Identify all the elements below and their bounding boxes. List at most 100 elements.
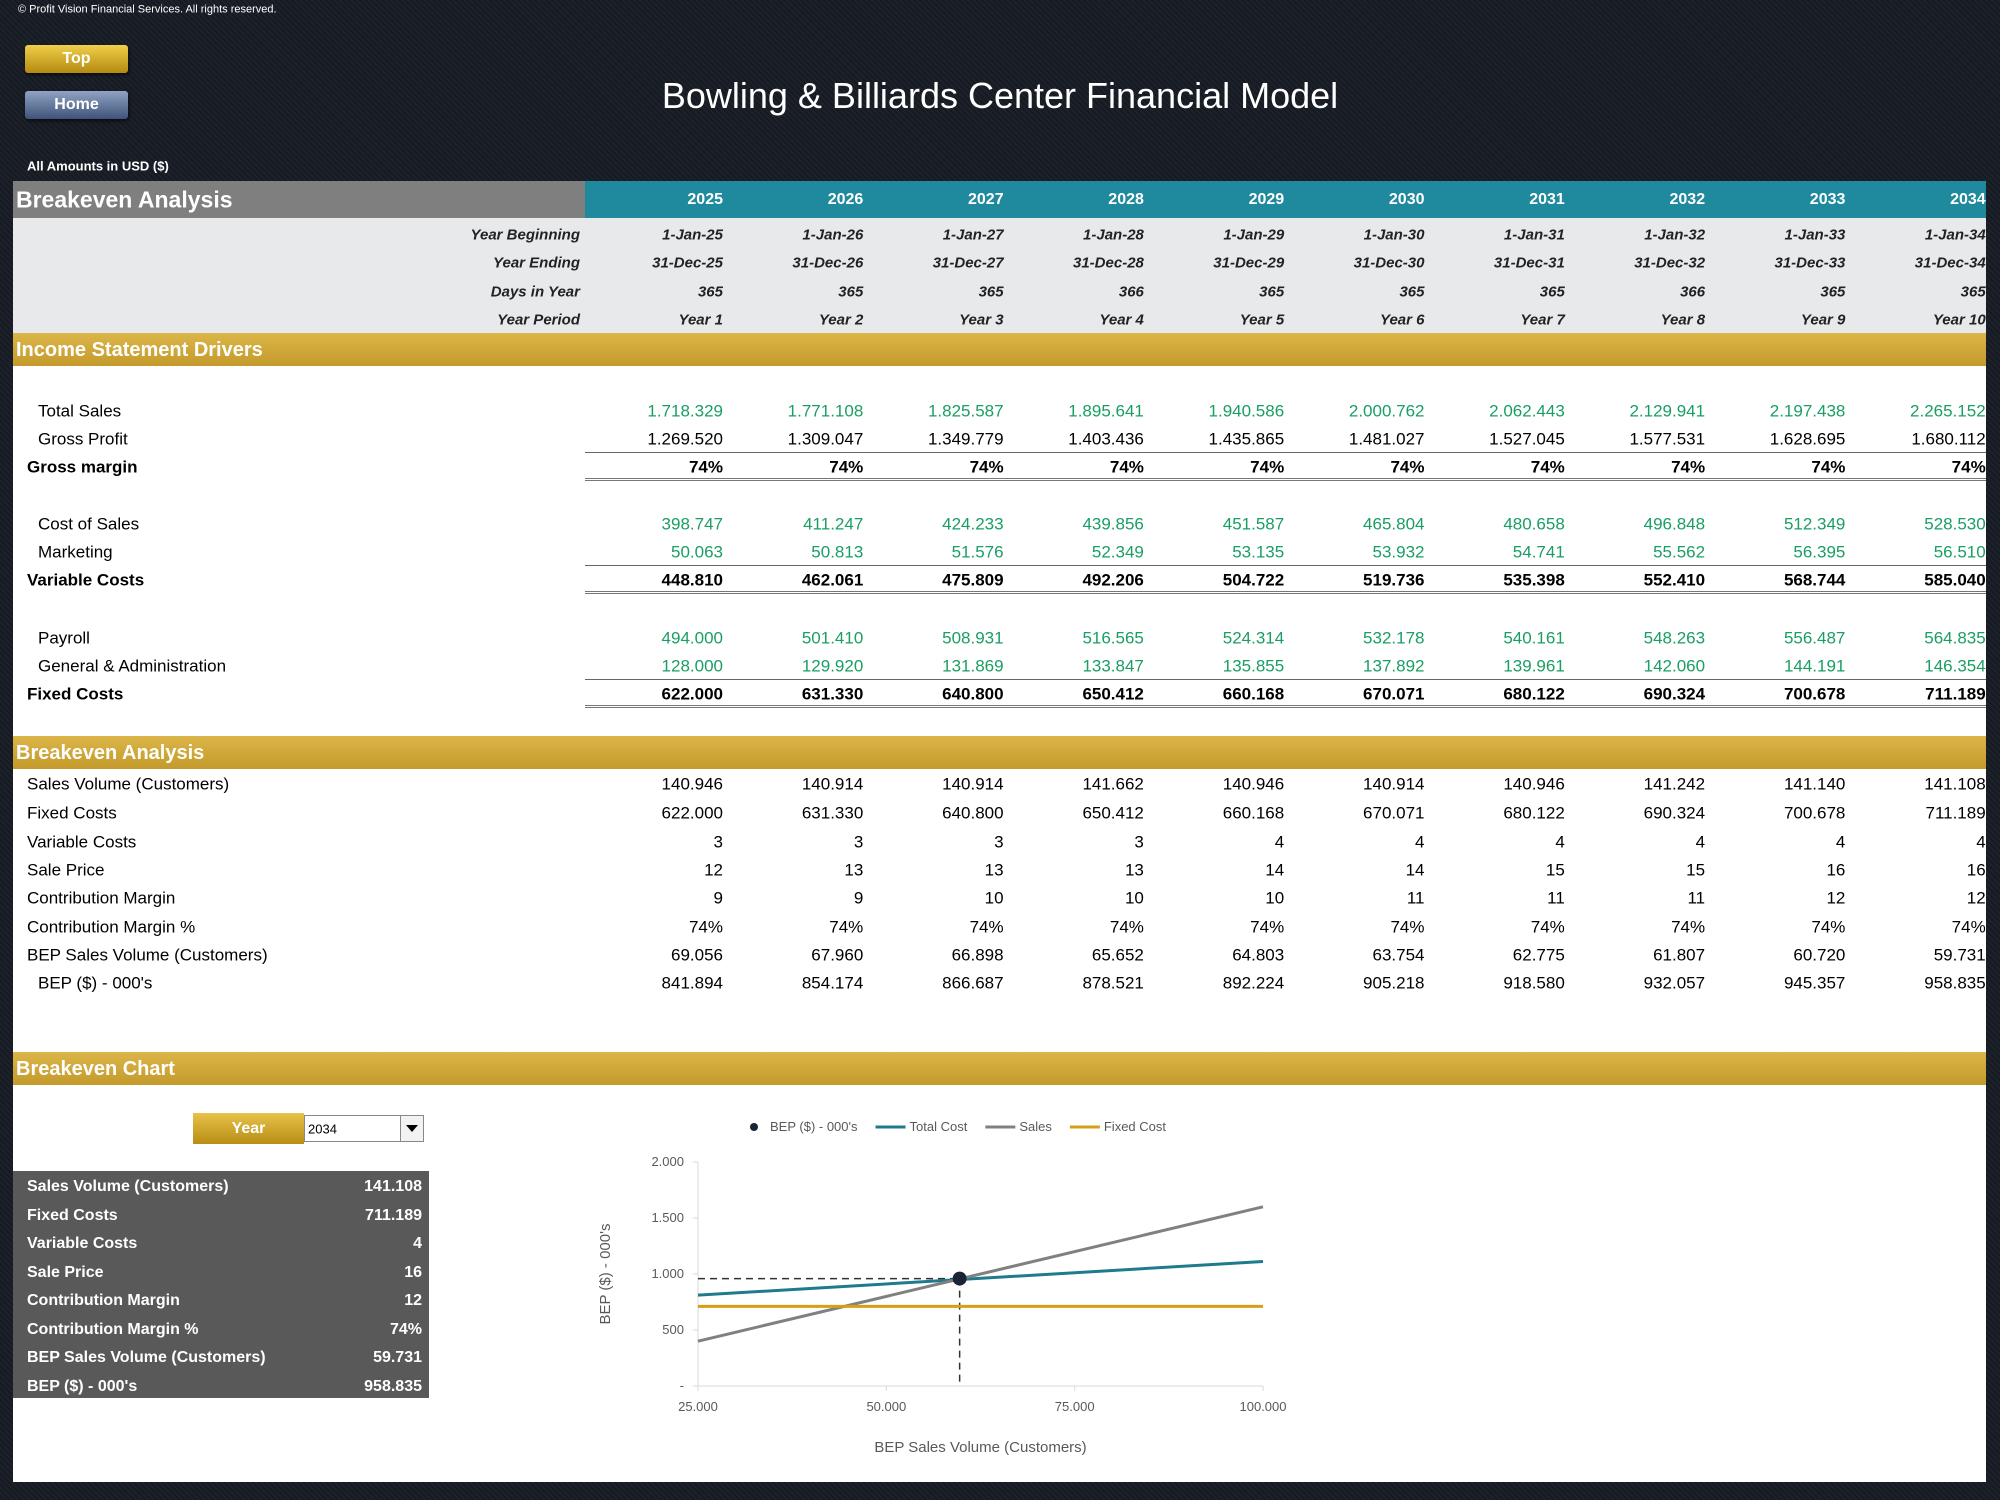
row-value: 622.000 [661, 684, 723, 704]
section-band-title: Breakeven Analysis [16, 742, 205, 764]
row-value: 13 [844, 860, 864, 880]
row-value: 63.754 [1372, 945, 1425, 965]
info-value: 31-Dec-30 [1353, 254, 1425, 272]
row-value: 51.576 [951, 542, 1004, 562]
row-value: 137.892 [1363, 656, 1425, 676]
info-label: Year Beginning [470, 226, 580, 244]
row-value: 74% [1811, 917, 1846, 937]
row-value: 700.678 [1783, 684, 1846, 704]
row-value: 131.869 [942, 656, 1004, 676]
summary-label: Sales Volume (Customers) [27, 1178, 229, 1195]
row-label: Contribution Margin [27, 888, 176, 908]
row-value: 74% [829, 457, 864, 477]
info-value: 1-Jan-26 [802, 226, 864, 244]
row-value: 50.063 [671, 542, 723, 562]
row-value: 411.247 [803, 514, 864, 534]
summary-label: Sale Price [27, 1263, 104, 1281]
row-value: 1.269.520 [647, 429, 723, 449]
row-value: 878.521 [1082, 973, 1144, 993]
row-value: 129.920 [801, 656, 864, 676]
row-label: Variable Costs [27, 832, 137, 852]
row-value: 2.000.762 [1348, 401, 1425, 421]
row-label: Contribution Margin % [27, 917, 196, 937]
row-value: 50.813 [811, 542, 864, 562]
row-value: 140.914 [801, 774, 864, 794]
row-value: 74% [1250, 917, 1285, 937]
dropdown-arrow[interactable] [400, 1116, 423, 1141]
year-header: 2033 [1809, 191, 1846, 208]
row-value: 10 [984, 888, 1004, 908]
row-value: 528.530 [1924, 514, 1986, 534]
row-value: 4 [1555, 832, 1565, 852]
row-value: 74% [1671, 917, 1706, 937]
summary-value: 141.108 [364, 1178, 422, 1195]
info-value: 365 [697, 283, 723, 301]
row-value: 4 [1274, 832, 1285, 852]
row-value: 1.527.045 [1489, 429, 1565, 449]
year-header: 2030 [1388, 191, 1425, 208]
nav-button[interactable]: Home [25, 91, 128, 119]
row-value: 54.741 [1512, 542, 1565, 562]
row-value: 13 [1124, 860, 1144, 880]
row-value: 1.895.641 [1068, 401, 1144, 421]
summary-value: 711.189 [365, 1206, 422, 1224]
row-value: 16 [1966, 860, 1986, 880]
row-value: 508.931 [942, 628, 1004, 648]
row-value: 55.562 [1653, 542, 1706, 562]
row-value: 3 [853, 832, 864, 852]
info-label: Year Ending [493, 254, 580, 272]
row-value: 74% [969, 917, 1004, 937]
row-value: 3 [1134, 832, 1144, 852]
row-value: 2.265.152 [1910, 401, 1986, 421]
row-label: Variable Costs [27, 570, 145, 590]
row-value: 1.825.587 [927, 401, 1004, 421]
nav-button[interactable]: Top [25, 45, 128, 73]
row-value: 892.224 [1222, 973, 1285, 993]
total-rule-top [585, 565, 1986, 566]
row-value: 15 [1686, 860, 1706, 880]
row-value: 10 [1265, 888, 1285, 908]
info-value: 1-Jan-27 [942, 226, 1004, 244]
row-value: 74% [1671, 457, 1706, 477]
arrow-icon [406, 1125, 418, 1132]
row-value: 690.324 [1643, 803, 1706, 823]
row-value: 918.580 [1503, 973, 1565, 993]
row-value: 140.946 [1503, 774, 1565, 794]
row-value: 144.191 [1783, 656, 1846, 676]
row-value: 141.140 [1783, 774, 1846, 794]
row-value: 622.000 [661, 803, 723, 823]
info-value: Year 9 [1800, 311, 1846, 329]
row-label: Fixed Costs [27, 803, 117, 823]
year-dropdown[interactable] [304, 1115, 424, 1142]
row-value: 1.940.586 [1208, 401, 1285, 421]
row-label: BEP Sales Volume (Customers) [27, 945, 268, 965]
row-label: Sales Volume (Customers) [27, 774, 230, 794]
info-value: Year 1 [678, 311, 723, 329]
info-value: Year 8 [1660, 311, 1706, 329]
section-band-title: Income Statement Drivers [16, 339, 263, 361]
row-value: 74% [1109, 457, 1144, 477]
year-header: 2027 [968, 191, 1004, 208]
row-value: 650.412 [1082, 803, 1144, 823]
row-value: 3 [713, 832, 723, 852]
row-value: 462.061 [801, 570, 864, 590]
row-value: 146.354 [1924, 656, 1986, 676]
header-band-years [585, 181, 1986, 218]
row-value: 74% [1951, 457, 1986, 477]
row-value: 16 [1826, 860, 1846, 880]
dropdown-value: 2034 [308, 1121, 337, 1137]
row-value: 13 [984, 860, 1004, 880]
section-band [13, 333, 1986, 366]
copyright: © Profit Vision Financial Services. All … [18, 3, 277, 16]
row-value: 67.960 [811, 945, 864, 965]
section-band [13, 736, 1986, 769]
row-value: 424.233 [942, 514, 1004, 534]
info-value: Year 3 [959, 311, 1004, 329]
header-band-left [13, 181, 585, 218]
row-value: 524.314 [1222, 628, 1285, 648]
row-value: 439.856 [1082, 514, 1144, 534]
info-value: 365 [1820, 283, 1846, 301]
row-value: 1.481.027 [1348, 429, 1425, 449]
section-band-title: Breakeven Chart [16, 1058, 175, 1080]
